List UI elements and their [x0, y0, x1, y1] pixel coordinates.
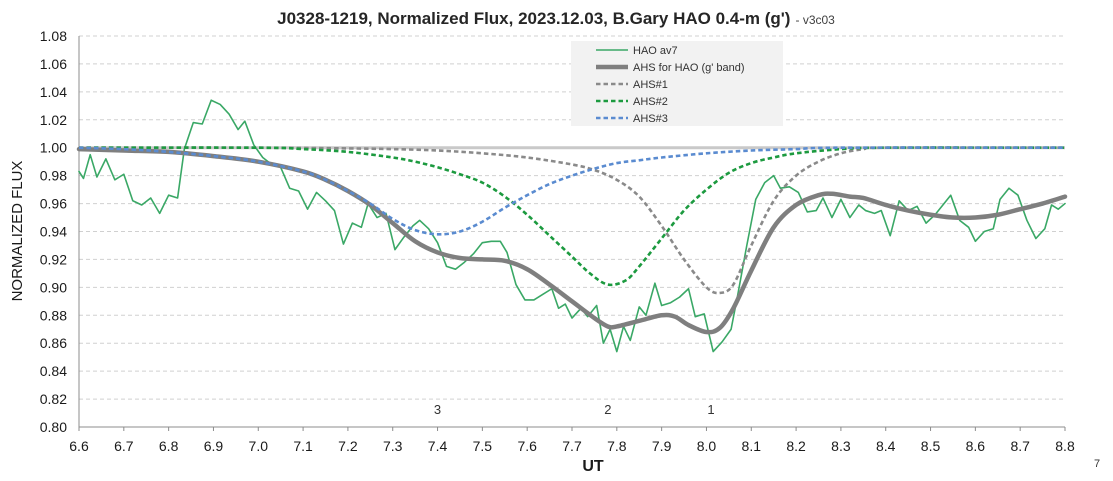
legend-label: HAO av7 [633, 45, 678, 57]
x-tick-label: 7.0 [249, 438, 269, 454]
y-tick-label: 0.86 [40, 335, 67, 351]
y-tick-label: 1.00 [40, 140, 67, 156]
x-axis-title: UT [582, 458, 604, 475]
legend-item-hao-av7: HAO av7 [596, 45, 678, 57]
y-tick-label: 1.06 [40, 56, 67, 72]
annotations: 3 2 1 [421, 399, 727, 419]
x-tick-label: 7.9 [652, 438, 672, 454]
y-tick-label: 0.96 [40, 196, 67, 212]
x-tick-label: 8.1 [742, 438, 762, 454]
legend-label: AHS#3 [633, 113, 668, 125]
x-tick-label: 8.8 [1055, 438, 1075, 454]
series-lines [76, 99, 1068, 353]
series-line-ahs-for-hao-g-band [76, 146, 1068, 335]
x-tick-label: 8.6 [966, 438, 986, 454]
annotation-box [694, 399, 727, 419]
annotation-label: 1 [707, 402, 714, 417]
y-tick-label: 0.90 [40, 279, 67, 295]
annotation-box [421, 399, 454, 419]
y-tick-label: 1.02 [40, 112, 67, 128]
annotation-label: 3 [434, 402, 441, 417]
x-tick-label: 7.7 [562, 438, 582, 454]
x-tick-label: 7.1 [293, 438, 313, 454]
legend-item-ahs-for-hao: AHS for HAO (g' band) [596, 62, 745, 74]
x-tick-label: 8.2 [786, 438, 806, 454]
chart-title-main: J0328-1219, Normalized Flux, 2023.12.03,… [277, 9, 790, 28]
y-tick-label: 0.88 [40, 307, 67, 323]
x-tick-label: 7.5 [473, 438, 493, 454]
corner-label: 7 [1094, 458, 1100, 470]
chart-title: J0328-1219, Normalized Flux, 2023.12.03,… [277, 9, 835, 28]
legend-item-ahs1: AHS#1 [596, 79, 668, 91]
y-tick-label: 0.94 [40, 224, 67, 240]
x-tick-label: 8.3 [831, 438, 851, 454]
x-tick-label: 8.7 [1010, 438, 1030, 454]
x-tick-label: 7.2 [338, 438, 358, 454]
x-tick-label: 7.6 [517, 438, 537, 454]
x-tick-label: 7.8 [607, 438, 627, 454]
y-tick-label: 0.92 [40, 251, 67, 267]
x-tick-label: 6.8 [159, 438, 179, 454]
y-tick-label: 1.04 [40, 84, 67, 100]
x-tick-label: 8.0 [697, 438, 717, 454]
x-tick-label: 7.4 [428, 438, 448, 454]
x-tick-label: 8.4 [876, 438, 896, 454]
legend: HAO av7 AHS for HAO (g' band) AHS#1 AHS#… [571, 41, 783, 126]
legend-label: AHS#2 [633, 96, 668, 108]
y-tick-label: 0.98 [40, 168, 67, 184]
y-tick-label: 0.80 [40, 419, 67, 435]
series-line-ahs-1 [78, 146, 1066, 295]
x-tick-label: 7.3 [383, 438, 403, 454]
y-tick-label: 1.08 [40, 28, 67, 44]
y-axis-ticks: 0.80 0.82 0.84 0.86 0.88 0.90 0.92 0.94 0.96 0.98… [40, 28, 67, 435]
legend-label: AHS for HAO (g' band) [633, 62, 745, 74]
y-tick-label: 0.84 [40, 363, 67, 379]
chart-subtitle: - v3c03 [795, 13, 835, 27]
series-line-ahs-2 [78, 146, 1066, 287]
x-tick-label: 6.6 [69, 438, 89, 454]
legend-label: AHS#1 [633, 79, 668, 91]
legend-item-ahs2: AHS#2 [596, 96, 668, 108]
x-tick-label: 8.5 [921, 438, 941, 454]
x-tick-label: 6.9 [204, 438, 224, 454]
x-axis-ticks: 6.6 6.7 6.8 6.9 7.0 7.1 7.2 7.3 7.4 7.5 7.6 7.7 7.8 7… [69, 427, 1075, 454]
x-tick-label: 6.7 [114, 438, 134, 454]
annotation-label: 2 [604, 402, 611, 417]
legend-item-ahs3: AHS#3 [596, 113, 668, 125]
annotation-box [591, 399, 624, 419]
y-tick-label: 0.82 [40, 391, 67, 407]
y-axis-title: NORMALIZED FLUX [9, 161, 26, 302]
